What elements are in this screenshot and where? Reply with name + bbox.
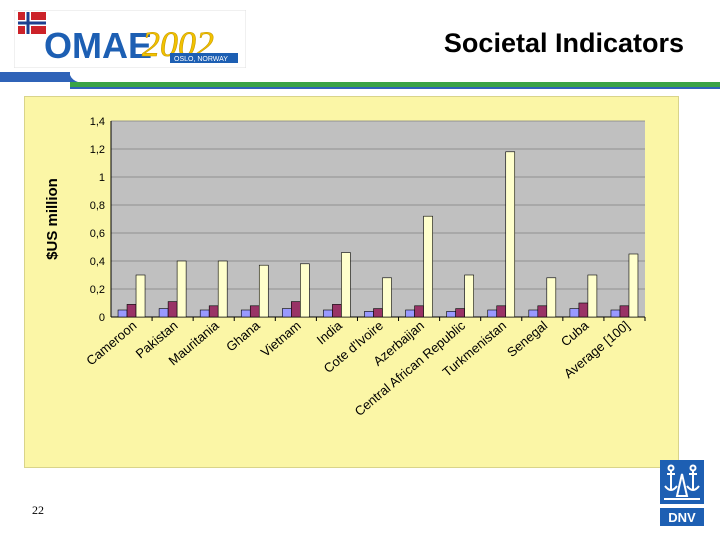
y-tick-label: 0 <box>99 312 105 324</box>
bar-chart: 00,20,40,60,811,21,4$US millionCameroonP… <box>44 116 646 419</box>
bar-1 <box>282 308 292 318</box>
x-tick-label: Vietnam <box>258 318 304 360</box>
anchor-icon <box>664 464 700 500</box>
bar-2 <box>208 305 219 318</box>
bar-1 <box>569 308 580 318</box>
bar-1 <box>323 309 333 318</box>
y-tick-label: 1,2 <box>90 144 105 156</box>
bar-3 <box>258 264 269 318</box>
bar-1 <box>405 309 415 318</box>
y-tick-label: 0,8 <box>90 200 105 212</box>
header-divider <box>0 72 720 89</box>
bar-2 <box>619 305 630 318</box>
bar-3 <box>176 260 187 318</box>
y-tick-label: 1,4 <box>90 116 105 128</box>
x-tick-label: Cuba <box>558 317 592 349</box>
y-tick-label: 0,4 <box>90 256 105 268</box>
bar-3 <box>382 277 392 318</box>
page-number: 22 <box>32 503 44 517</box>
bar-2 <box>455 308 465 318</box>
logo-omae-text: OMAE <box>44 25 152 66</box>
logo-location-text: OSLO, NORWAY <box>174 56 228 63</box>
dnv-text: DNV <box>668 510 696 525</box>
bar-3 <box>628 253 639 318</box>
bar-1 <box>117 309 128 318</box>
bar-3 <box>217 260 228 318</box>
bar-1 <box>158 308 169 318</box>
bar-2 <box>249 305 260 318</box>
dnv-logo: DNV <box>660 460 704 528</box>
bar-1 <box>240 309 251 318</box>
x-tick-label: India <box>314 317 346 347</box>
y-tick-label: 1 <box>99 172 105 184</box>
bar-1 <box>487 309 498 318</box>
norway-flag-icon <box>18 12 46 34</box>
bar-2 <box>291 301 301 318</box>
y-tick-label: 0,6 <box>90 228 105 240</box>
bar-2 <box>126 304 137 318</box>
bar-1 <box>610 309 621 318</box>
x-tick-label: Senegal <box>504 318 550 360</box>
chart-panel: 0 0,2 0,4 0,6 0,8 1 1,2 1,4 $US million Cameroon P… <box>24 96 679 468</box>
bar-2 <box>578 302 589 318</box>
bar-2 <box>537 305 548 318</box>
bar-3 <box>464 274 474 318</box>
y-axis-label: $US million <box>44 178 61 260</box>
bar-3 <box>546 277 557 318</box>
bar-3 <box>135 274 146 318</box>
bar-3 <box>423 215 433 318</box>
bar-3 <box>587 274 598 318</box>
y-tick-label: 0,2 <box>90 284 105 296</box>
bar-3 <box>341 252 351 318</box>
bar-2 <box>332 304 342 318</box>
bar-2 <box>414 305 424 318</box>
bar-2 <box>373 308 383 318</box>
bar-1 <box>446 311 456 318</box>
bar-2 <box>496 305 507 318</box>
bar-2 <box>167 301 178 318</box>
bar-1 <box>364 311 374 318</box>
bar-1 <box>528 309 539 318</box>
slide-title: Societal Indicators <box>443 28 684 58</box>
bar-3 <box>300 263 310 318</box>
x-tick-label: Cameroon <box>83 318 139 369</box>
omae-2002-logo: OMAE 2002 OSLO, NORWAY <box>13 9 247 69</box>
bar-3 <box>505 151 516 318</box>
bar-1 <box>199 309 210 318</box>
plot-area <box>111 121 645 317</box>
